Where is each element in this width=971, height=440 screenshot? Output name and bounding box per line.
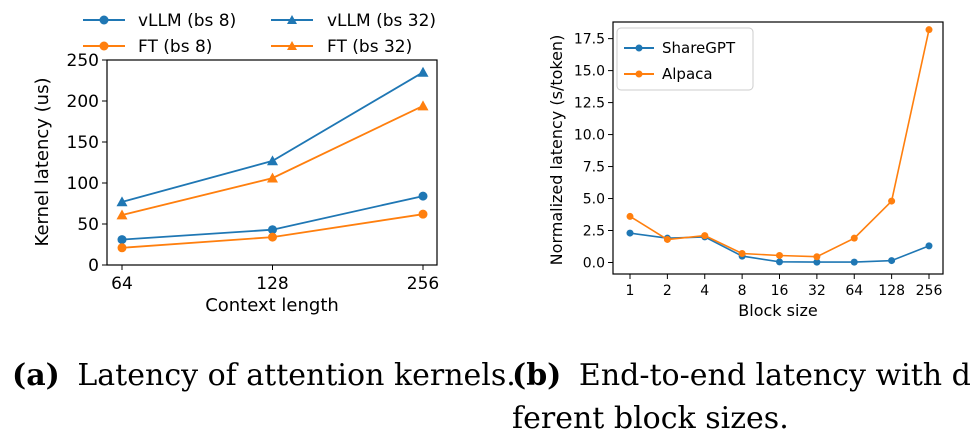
legend-label: vLLM (bs 32)	[327, 11, 436, 31]
y-tick-label: 17.5	[574, 32, 605, 48]
x-tick-label: 2	[663, 283, 672, 299]
x-tick-label: 1	[626, 283, 635, 299]
x-tick-label: 128	[878, 283, 905, 299]
caption-b-text-line1: End-to-end latency with dif	[579, 358, 971, 393]
caption-a: (a) Latency of attention kernels.	[12, 358, 516, 393]
legend-label: ShareGPT	[662, 39, 736, 57]
data-point-alpaca	[925, 26, 933, 34]
data-point-alpaca	[813, 253, 821, 261]
y-ticks-b: 0.0 2.5 5.0 7.5 10.0 12.5 15.0 17.5	[574, 32, 613, 271]
y-ticks-a: 0 50 100 150 200 250	[67, 51, 107, 276]
x-axis-label-a: Context length	[205, 295, 339, 316]
y-tick-label: 5.0	[583, 191, 605, 207]
legend-marker-circle	[635, 70, 643, 78]
legend-label: FT (bs 8)	[138, 37, 212, 57]
caption-a-text: Latency of attention kernels.	[77, 358, 515, 393]
legend-marker-circle	[99, 15, 109, 25]
data-point-alpaca	[701, 232, 709, 240]
x-ticks-a: 64 128 256	[111, 265, 439, 294]
data-point-ft-bs-32	[417, 100, 429, 111]
legend-marker-circle	[99, 41, 109, 51]
data-point-alpaca	[738, 250, 746, 258]
legend-item-vllm-bs8: vLLM (bs 8)	[83, 11, 236, 31]
x-ticks-b: 1 2 4 8 16 32 64 128 256	[626, 274, 943, 299]
plot-frame-b	[612, 21, 944, 275]
y-axis-label-b: Normalized latency (s/token)	[547, 35, 566, 266]
y-tick-label: 150	[67, 133, 99, 153]
data-point-vllm-bs-32	[116, 196, 128, 207]
legend-item-alpaca: Alpaca	[624, 65, 713, 83]
data-point-alpaca	[850, 234, 858, 242]
x-tick-label: 8	[738, 283, 747, 299]
data-point-vllm-bs-8	[268, 225, 277, 235]
legend-a: vLLM (bs 8) vLLM (bs 32) FT (bs 8) FT (b…	[83, 11, 436, 57]
data-point-ft-bs-8	[418, 209, 428, 219]
data-point-vllm-bs-8	[117, 235, 127, 245]
data-point-sharegpt	[776, 258, 783, 266]
y-tick-label: 100	[67, 174, 99, 194]
data-point-vllm-bs-32	[417, 66, 429, 77]
data-point-ft-bs-8	[117, 243, 127, 253]
series-a	[116, 66, 429, 253]
x-tick-label: 64	[845, 283, 863, 299]
data-point-alpaca	[888, 197, 896, 205]
y-tick-label: 10.0	[574, 127, 605, 143]
x-tick-label: 4	[700, 283, 709, 299]
data-point-alpaca	[776, 251, 783, 259]
data-point-sharegpt	[626, 229, 634, 237]
x-axis-label-b: Block size	[738, 301, 817, 320]
y-tick-label: 0	[88, 256, 99, 276]
data-point-sharegpt	[925, 242, 933, 250]
series-b	[626, 26, 933, 266]
x-tick-label: 256	[407, 274, 439, 294]
y-tick-label: 200	[67, 92, 99, 112]
caption-b-line2: ferent block sizes.	[512, 401, 789, 436]
caption-b-tag: (b)	[512, 358, 561, 393]
legend-item-sharegpt: ShareGPT	[624, 39, 736, 57]
legend-item-ft-bs8: FT (bs 8)	[83, 37, 212, 57]
data-point-ft-bs-32	[116, 209, 128, 220]
data-point-ft-bs-32	[267, 172, 278, 183]
legend-marker-triangle	[287, 41, 297, 50]
x-tick-label: 128	[256, 274, 288, 294]
y-tick-label: 0.0	[583, 255, 605, 271]
data-point-vllm-bs-32	[267, 155, 278, 166]
x-tick-label: 256	[916, 283, 943, 299]
data-point-sharegpt	[850, 258, 858, 266]
legend-label: FT (bs 32)	[327, 37, 412, 57]
y-tick-label: 12.5	[574, 95, 605, 111]
y-axis-label-a: Kernel latency (us)	[32, 78, 53, 247]
data-point-alpaca	[626, 212, 634, 220]
y-tick-label: 250	[67, 51, 99, 71]
data-point-ft-bs-8	[268, 232, 277, 242]
caption-a-tag: (a)	[12, 358, 60, 393]
legend-label: vLLM (bs 8)	[138, 11, 236, 31]
data-point-sharegpt	[813, 258, 821, 266]
legend-b: ShareGPT Alpaca	[616, 27, 754, 91]
data-point-alpaca	[663, 235, 671, 243]
legend-item-vllm-bs32: vLLM (bs 32)	[271, 11, 436, 31]
data-point-vllm-bs-8	[418, 191, 428, 201]
legend-item-ft-bs32: FT (bs 32)	[271, 37, 412, 57]
x-tick-label: 16	[771, 283, 789, 299]
caption-b: (b) End-to-end latency with dif	[512, 358, 971, 393]
legend-label: Alpaca	[662, 65, 713, 83]
x-tick-label: 32	[808, 283, 826, 299]
chart-b: 0.02.55.07.510.012.515.017.5 1 2 4 8 16 32 64 1…	[547, 21, 944, 320]
y-tick-label: 15.0	[574, 64, 605, 80]
y-tick-label: 2.5	[583, 223, 605, 239]
legend-marker-circle	[635, 44, 643, 52]
data-point-sharegpt	[888, 257, 896, 265]
legend-marker-triangle	[287, 15, 297, 24]
y-tick-label: 7.5	[583, 159, 605, 175]
y-tick-label: 50	[77, 215, 99, 235]
chart-a: 0 50 100 150 200 250 64 128 256 Kernel latency …	[32, 11, 439, 316]
x-tick-label: 64	[111, 274, 133, 294]
